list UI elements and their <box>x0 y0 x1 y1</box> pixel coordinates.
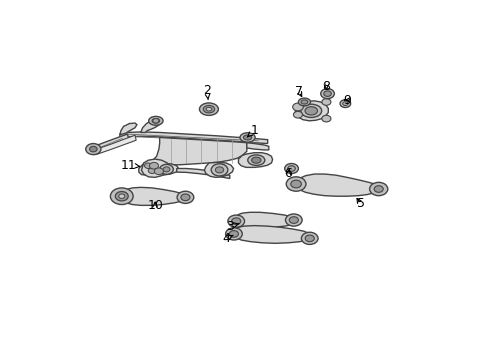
Circle shape <box>229 231 238 237</box>
Polygon shape <box>139 162 160 175</box>
Circle shape <box>215 167 223 173</box>
Ellipse shape <box>199 103 218 116</box>
Circle shape <box>284 163 298 174</box>
Circle shape <box>339 100 350 108</box>
Circle shape <box>119 194 124 198</box>
Circle shape <box>144 163 152 168</box>
Circle shape <box>231 218 240 225</box>
Circle shape <box>225 228 242 240</box>
Text: 1: 1 <box>247 124 258 137</box>
Circle shape <box>301 232 317 244</box>
Text: 5: 5 <box>356 198 364 211</box>
Text: 4: 4 <box>222 232 232 245</box>
Polygon shape <box>141 159 169 177</box>
Circle shape <box>285 177 305 191</box>
Text: 7: 7 <box>295 85 303 98</box>
Polygon shape <box>246 143 268 150</box>
Ellipse shape <box>243 135 251 140</box>
Ellipse shape <box>240 133 255 142</box>
Polygon shape <box>92 134 128 151</box>
Polygon shape <box>120 123 137 135</box>
Circle shape <box>181 194 189 201</box>
Ellipse shape <box>251 157 261 163</box>
Circle shape <box>153 118 159 123</box>
Circle shape <box>159 164 173 174</box>
Text: 8: 8 <box>322 80 330 93</box>
Circle shape <box>110 188 133 204</box>
Circle shape <box>321 99 330 105</box>
Text: 2: 2 <box>203 84 210 100</box>
Circle shape <box>163 167 169 172</box>
Text: 3: 3 <box>225 220 239 233</box>
Polygon shape <box>120 132 267 144</box>
Circle shape <box>289 217 298 223</box>
Circle shape <box>211 164 227 176</box>
Circle shape <box>342 102 347 105</box>
Circle shape <box>321 115 330 122</box>
Ellipse shape <box>300 104 321 117</box>
Circle shape <box>85 144 101 155</box>
Circle shape <box>287 166 295 171</box>
Polygon shape <box>176 168 229 179</box>
Polygon shape <box>295 174 379 196</box>
Polygon shape <box>232 226 311 243</box>
Text: 11: 11 <box>121 159 140 172</box>
Ellipse shape <box>298 98 310 106</box>
Polygon shape <box>204 162 233 177</box>
Ellipse shape <box>305 107 317 115</box>
Polygon shape <box>141 120 159 132</box>
Circle shape <box>305 235 314 242</box>
Circle shape <box>292 103 303 111</box>
Text: 9: 9 <box>343 94 350 107</box>
Polygon shape <box>153 138 246 165</box>
Text: 10: 10 <box>147 199 163 212</box>
Circle shape <box>115 192 128 201</box>
Circle shape <box>320 89 334 99</box>
Polygon shape <box>152 164 178 175</box>
Ellipse shape <box>152 118 159 123</box>
Circle shape <box>285 214 302 226</box>
Circle shape <box>177 191 193 203</box>
Circle shape <box>148 168 156 174</box>
Polygon shape <box>234 212 295 228</box>
Circle shape <box>89 146 97 152</box>
Ellipse shape <box>205 107 211 111</box>
Polygon shape <box>295 101 327 121</box>
Ellipse shape <box>203 105 214 113</box>
Circle shape <box>149 162 158 169</box>
Text: 6: 6 <box>284 167 292 180</box>
Circle shape <box>369 183 387 196</box>
Ellipse shape <box>247 155 264 166</box>
Ellipse shape <box>148 116 163 125</box>
Polygon shape <box>93 135 136 155</box>
Circle shape <box>373 186 383 192</box>
Circle shape <box>227 215 244 227</box>
Circle shape <box>154 168 163 175</box>
Circle shape <box>290 180 301 188</box>
Polygon shape <box>120 187 186 205</box>
Circle shape <box>293 111 302 118</box>
Circle shape <box>323 91 331 96</box>
Polygon shape <box>238 153 272 167</box>
Ellipse shape <box>301 100 307 104</box>
